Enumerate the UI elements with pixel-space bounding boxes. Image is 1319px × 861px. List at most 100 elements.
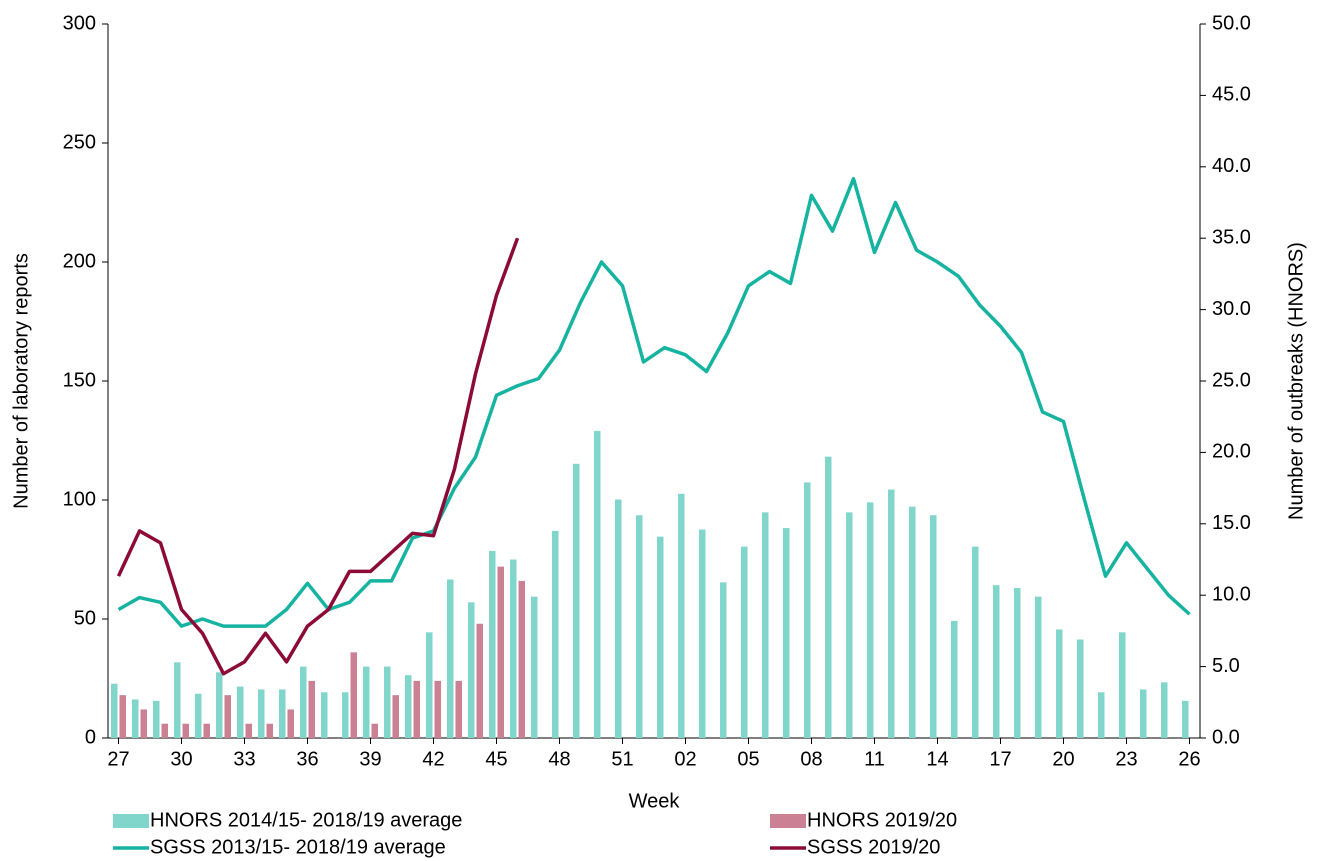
bar bbox=[140, 709, 147, 738]
bar bbox=[182, 723, 189, 738]
bar bbox=[266, 723, 273, 738]
y-tick-label: 0 bbox=[85, 726, 96, 748]
bar bbox=[132, 699, 139, 738]
bar bbox=[678, 493, 685, 738]
y2-tick-label: 45.0 bbox=[1212, 84, 1251, 106]
bar bbox=[384, 666, 391, 738]
x-tick-label: 27 bbox=[107, 748, 129, 770]
x-tick-label: 26 bbox=[1178, 748, 1200, 770]
x-tick-label: 23 bbox=[1115, 748, 1137, 770]
bar bbox=[308, 680, 315, 738]
y2-tick-label: 0.0 bbox=[1212, 726, 1240, 748]
x-tick-label: 33 bbox=[233, 748, 255, 770]
bar bbox=[1119, 632, 1126, 738]
y-tick-label: 200 bbox=[63, 250, 96, 272]
y-tick-label: 50 bbox=[74, 607, 96, 629]
bar bbox=[426, 632, 433, 738]
bar bbox=[224, 695, 231, 738]
bar bbox=[195, 693, 202, 738]
bar bbox=[434, 680, 441, 738]
bar bbox=[741, 546, 748, 738]
bar bbox=[111, 683, 118, 738]
y2-tick-label: 5.0 bbox=[1212, 655, 1240, 677]
x-tick-label: 36 bbox=[296, 748, 318, 770]
bar bbox=[392, 695, 399, 738]
x-tick-label: 45 bbox=[485, 748, 507, 770]
bar bbox=[363, 666, 370, 738]
bar bbox=[455, 680, 462, 738]
legend-swatch bbox=[113, 814, 149, 828]
legend-swatch bbox=[770, 814, 806, 828]
bar bbox=[413, 680, 420, 738]
bar bbox=[447, 579, 454, 738]
bar bbox=[405, 675, 412, 738]
legend-label: SGSS 2019/20 bbox=[807, 836, 940, 858]
bar bbox=[468, 602, 475, 738]
bar bbox=[153, 700, 160, 738]
legend-label: SGSS 2013/15- 2018/19 average bbox=[150, 836, 446, 858]
bar bbox=[972, 546, 979, 738]
y2-tick-label: 30.0 bbox=[1212, 298, 1251, 320]
y2-tick-label: 10.0 bbox=[1212, 583, 1251, 605]
bar bbox=[930, 515, 937, 738]
y2-axis-title: Number of outbreaks (HNORS) bbox=[1285, 242, 1307, 520]
bar bbox=[762, 512, 769, 738]
y2-tick-label: 35.0 bbox=[1212, 226, 1251, 248]
bar bbox=[1161, 682, 1168, 738]
bar bbox=[615, 499, 622, 738]
legend-label: HNORS 2019/20 bbox=[807, 809, 957, 831]
line bbox=[116, 237, 520, 676]
bar bbox=[1056, 629, 1063, 738]
y2-tick-label: 40.0 bbox=[1212, 155, 1251, 177]
bar bbox=[552, 530, 559, 738]
y-tick-label: 250 bbox=[63, 131, 96, 153]
bar bbox=[804, 482, 811, 738]
line bbox=[117, 176, 1191, 628]
bar bbox=[510, 559, 517, 738]
bar bbox=[161, 723, 168, 738]
x-tick-label: 17 bbox=[989, 748, 1011, 770]
bar bbox=[720, 582, 727, 738]
bar bbox=[1035, 596, 1042, 738]
bar bbox=[321, 692, 328, 738]
bar bbox=[203, 723, 210, 738]
bar bbox=[279, 689, 286, 738]
y2-tick-label: 25.0 bbox=[1212, 369, 1251, 391]
bar bbox=[867, 502, 874, 738]
bar bbox=[783, 528, 790, 738]
bar bbox=[699, 529, 706, 738]
x-tick-label: 05 bbox=[737, 748, 759, 770]
x-tick-label: 48 bbox=[548, 748, 570, 770]
bar bbox=[174, 662, 181, 738]
bar bbox=[300, 666, 307, 738]
y-tick-label: 100 bbox=[63, 488, 96, 510]
x-tick-label: 39 bbox=[359, 748, 381, 770]
bar bbox=[350, 652, 357, 738]
bar bbox=[1182, 700, 1189, 738]
x-axis-title: Week bbox=[629, 790, 681, 812]
y2-tick-label: 20.0 bbox=[1212, 441, 1251, 463]
bar bbox=[476, 623, 483, 738]
bar bbox=[1014, 588, 1021, 738]
bar bbox=[489, 550, 496, 738]
bar bbox=[657, 536, 664, 738]
bar bbox=[909, 506, 916, 738]
bar bbox=[497, 566, 504, 738]
bar bbox=[636, 515, 643, 738]
bar bbox=[531, 596, 538, 738]
bar bbox=[993, 585, 1000, 738]
bar bbox=[245, 723, 252, 738]
x-tick-label: 20 bbox=[1052, 748, 1074, 770]
bar bbox=[1098, 692, 1105, 738]
y-tick-label: 150 bbox=[63, 369, 96, 391]
bar bbox=[518, 580, 525, 738]
bar bbox=[888, 489, 895, 738]
bar bbox=[237, 686, 244, 738]
bar bbox=[342, 692, 349, 738]
x-tick-label: 14 bbox=[926, 748, 948, 770]
bar bbox=[846, 512, 853, 738]
bar bbox=[573, 463, 580, 738]
x-tick-label: 42 bbox=[422, 748, 444, 770]
bar bbox=[1077, 639, 1084, 738]
